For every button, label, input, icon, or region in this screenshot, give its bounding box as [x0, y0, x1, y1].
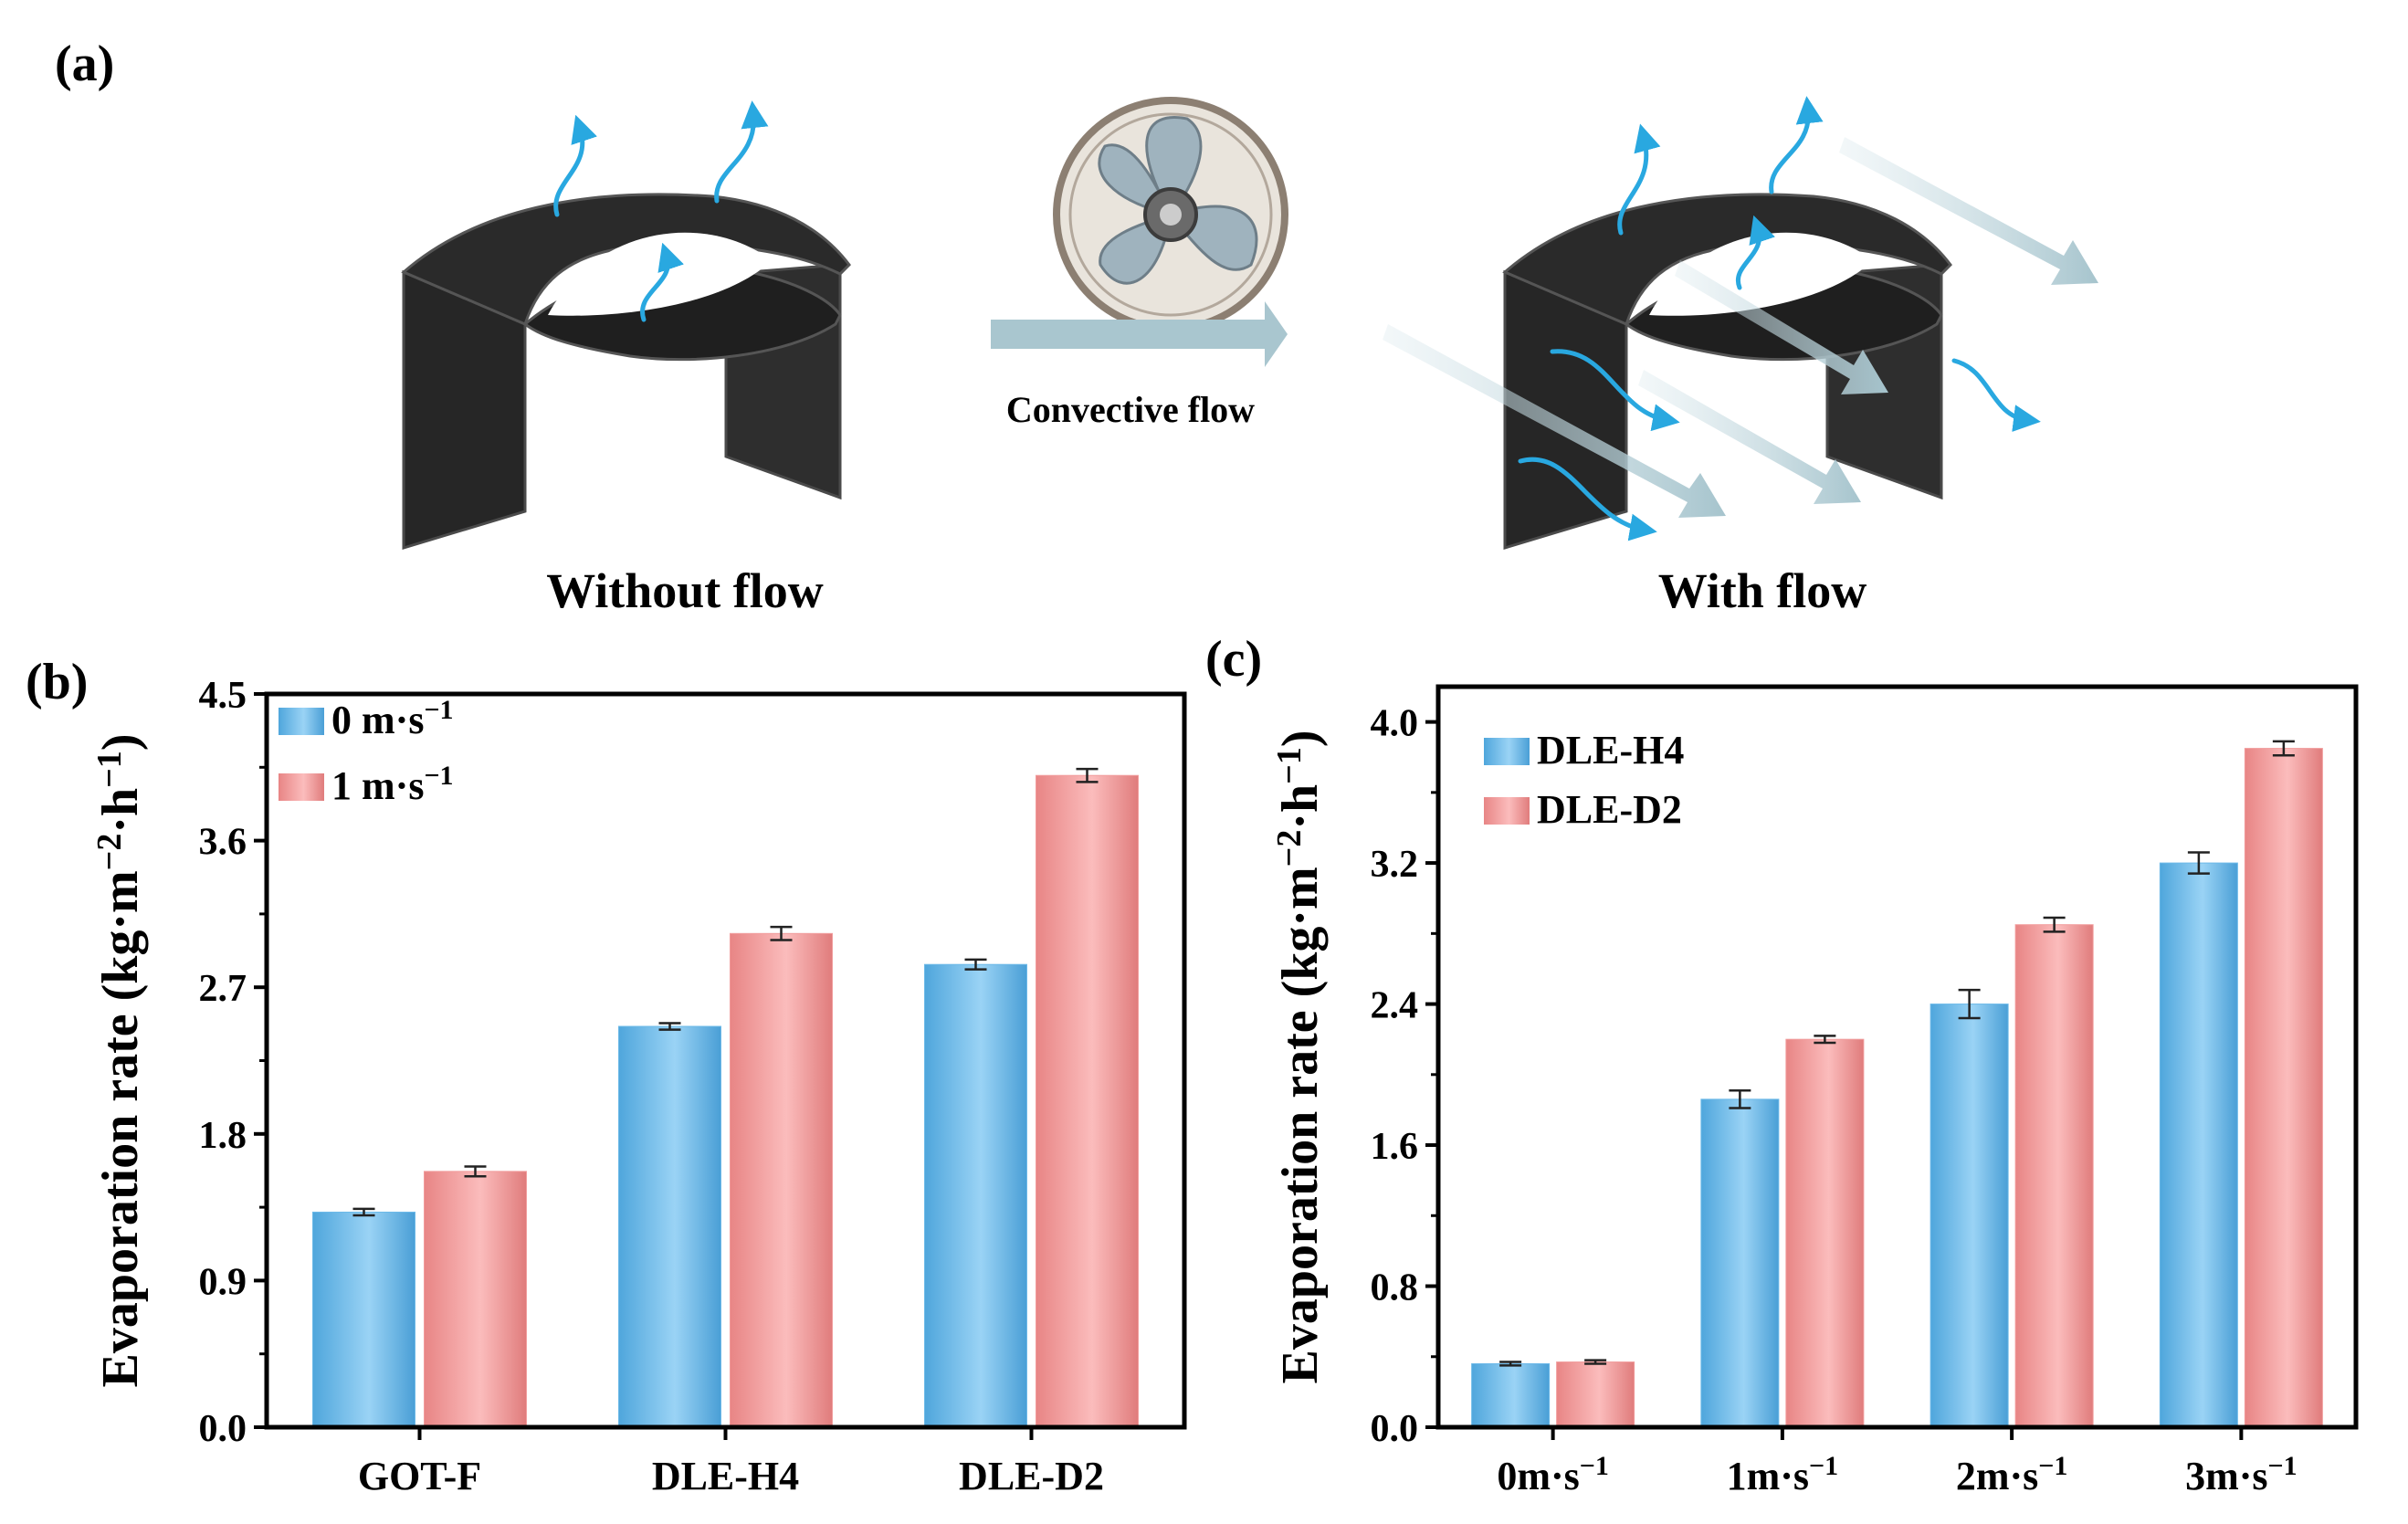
vapor-arrow-icon [1518, 96, 2041, 541]
bar-1-0 [1556, 1361, 1635, 1428]
vapor-arrow-icon [553, 100, 769, 322]
plot-frame [1435, 684, 2359, 1430]
bar-0-1 [1700, 1098, 1780, 1428]
wind-arrow-icon [991, 301, 1288, 367]
bar-1-2 [1036, 774, 1139, 1428]
panel-a-label: (a) [55, 36, 114, 92]
bar-1-1 [730, 932, 833, 1428]
without-flow-caption: Without flow [546, 563, 824, 618]
fan-icon [1053, 97, 1288, 332]
x-tick-label: 0m·s−1 [1497, 1451, 1609, 1498]
bar-1-1 [1785, 1038, 1865, 1428]
bar-0-2 [924, 963, 1027, 1428]
panel-c-label: (c) [1205, 631, 1262, 688]
panel-b-label: (b) [26, 654, 88, 710]
y-tick-label: 3.6 [199, 822, 247, 864]
y-tick-label: 0.8 [1371, 1267, 1419, 1309]
convective-flow-caption: Convective flow [1006, 389, 1255, 430]
with-flow-caption: With flow [1658, 563, 1867, 618]
legend-swatch-0 [279, 708, 324, 735]
legend-swatch-1 [1484, 797, 1530, 825]
y-tick-label: 2.4 [1371, 985, 1419, 1027]
y-axis-label: Evaporation rate (kg·m−2·h−1) [1270, 730, 1329, 1384]
legend-label-1: DLE-D2 [1537, 787, 1682, 832]
y-tick-label: 0.9 [199, 1261, 247, 1303]
bar-0-2 [1930, 1004, 2009, 1428]
legend-label-0: 0 m·s−1 [331, 695, 454, 742]
y-tick-label: 1.6 [1371, 1126, 1419, 1168]
bar-1-3 [2244, 748, 2323, 1428]
y-tick-label: 4.0 [1371, 703, 1419, 745]
legend: 0 m·s−1 1 m·s−1 [279, 695, 454, 808]
bar-0-3 [2159, 862, 2238, 1428]
x-tick-label: 2m·s−1 [1956, 1451, 2068, 1498]
legend-swatch-1 [279, 773, 324, 801]
bar-1-2 [2014, 924, 2094, 1428]
x-tick-label: 3m·s−1 [2185, 1451, 2298, 1498]
evaporator-icon [1502, 193, 1952, 551]
panel-a: (a) Without flow [55, 36, 2098, 618]
bar-0-0 [312, 1211, 415, 1428]
panel-b-chart: (b) Evaporation rate (kg·m−2·h−1) 0 m·s−… [26, 654, 1187, 1498]
evaporator-icon [401, 193, 851, 551]
x-tick-label: GOT-F [358, 1454, 481, 1498]
y-tick-label: 0.0 [199, 1408, 247, 1450]
panel-c-chart: (c) Evaporation rate (kg·m−2·h−1) DLE-H4… [1205, 631, 2359, 1498]
legend: DLE-H4 DLE-D2 [1484, 728, 1684, 832]
y-tick-label: 1.8 [199, 1115, 247, 1157]
x-tick-label: DLE-H4 [652, 1454, 799, 1498]
bar-0-1 [618, 1025, 721, 1428]
legend-swatch-0 [1484, 738, 1530, 765]
y-tick-label: 3.2 [1371, 844, 1419, 886]
x-tick-label: DLE-D2 [959, 1454, 1104, 1498]
wind-arrow-icon [1383, 137, 2098, 518]
y-tick-label: 4.5 [199, 675, 247, 717]
bar-1-0 [424, 1171, 527, 1428]
y-tick-label: 0.0 [1371, 1408, 1419, 1450]
y-tick-label: 2.7 [199, 968, 247, 1010]
legend-label-1: 1 m·s−1 [331, 761, 454, 808]
bar-0-0 [1471, 1362, 1551, 1428]
y-axis-label: Evaporation rate (kg·m−2·h−1) [90, 734, 149, 1388]
legend-label-0: DLE-H4 [1537, 728, 1684, 773]
x-tick-label: 1m·s−1 [1727, 1451, 1839, 1498]
